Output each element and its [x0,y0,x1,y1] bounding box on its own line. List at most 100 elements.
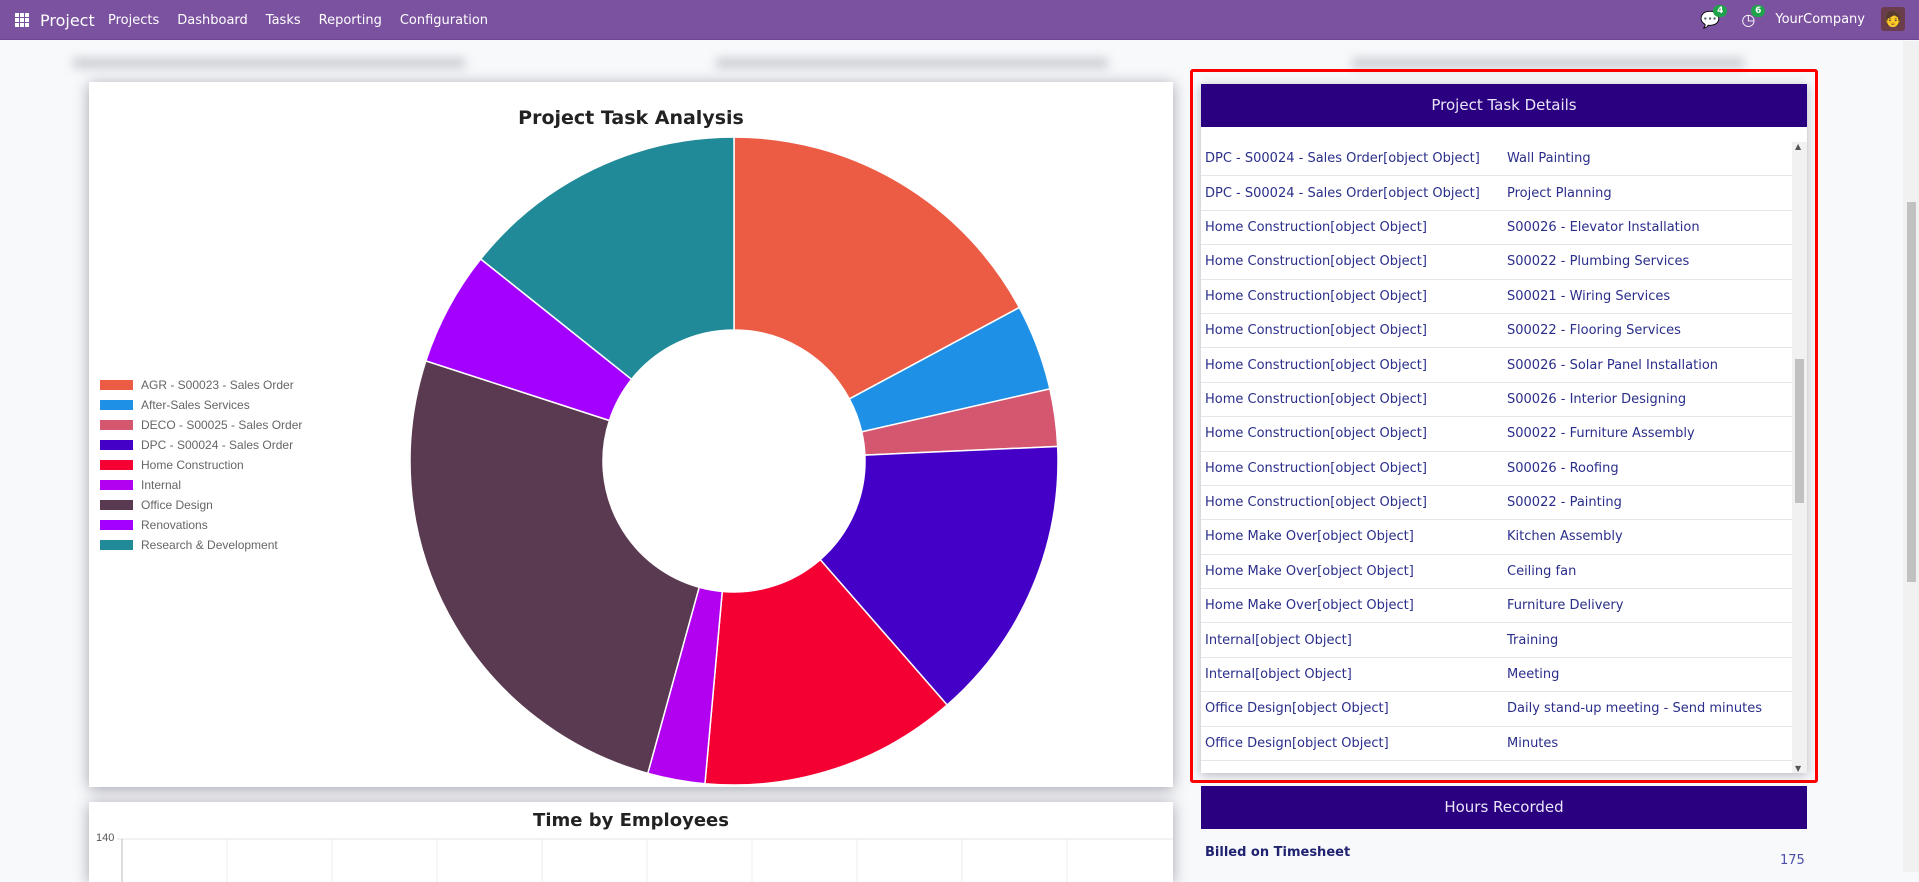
table-row[interactable]: Home Make Over[object Object] Furniture D… [1201,589,1792,624]
table-row[interactable]: Home Construction[object Object] S00022 -… [1201,245,1792,280]
legend-label: Renovations [141,518,208,532]
legend-swatch [100,480,133,490]
legend-label: Home Construction [141,458,244,472]
menu-item[interactable]: Tasks [265,13,301,28]
table-row[interactable]: Home Construction[object Object] S00021 -… [1201,280,1792,314]
menu-item[interactable]: Configuration [399,13,489,28]
table-row[interactable]: Home Construction[object Object] S00026 -… [1201,348,1792,383]
donut-slice[interactable] [733,136,1021,400]
legend-item[interactable]: Research & Development [100,535,302,555]
task-name: S00022 - Painting [1507,495,1622,511]
donut-chart [409,136,1059,786]
table-row[interactable]: Internal[object Object] Training [1201,623,1792,658]
project-task-details-panel: Project Task Details DPC - S00024 - Sale… [1201,84,1807,773]
scroll-down-icon[interactable]: ▼ [1795,764,1802,773]
menu-item[interactable]: Dashboard [177,13,248,28]
legend-label: Office Design [141,498,213,512]
legend-label: Research & Development [141,538,278,552]
legend-item[interactable]: Renovations [100,515,302,535]
hours-recorded-header: Hours Recorded [1201,786,1807,829]
project-name: Home Construction[object Object] [1205,288,1427,304]
table-row[interactable]: Home Construction[object Object] S00022 -… [1201,314,1792,349]
task-name: Kitchen Assembly [1507,529,1623,545]
legend-item[interactable]: Home Construction [100,455,302,475]
user-avatar[interactable]: 🧑 [1881,7,1905,31]
project-name: Home Make Over[object Object] [1205,563,1414,579]
y-tick-label: 140 [96,832,115,844]
legend-item[interactable]: DPC - S00024 - Sales Order [100,435,302,455]
task-name: Training [1507,632,1559,648]
messages-badge: 4 [1713,5,1728,17]
task-name: S00026 - Interior Designing [1507,391,1687,407]
scrollbar[interactable]: ▲ ▼ [1792,142,1807,773]
table-row[interactable]: Office Design[object Object] Minutes [1201,727,1792,762]
project-name: Office Design[object Object] [1205,701,1389,717]
task-name: S00026 - Roofing [1507,460,1619,476]
apps-grid-icon[interactable] [15,13,29,27]
table-row[interactable]: Home Make Over[object Object] Ceiling fan [1201,555,1792,590]
menu-item[interactable]: Reporting [318,13,382,28]
clock-icon[interactable]: ◷ 6 [1737,5,1766,30]
page-scroll-thumb[interactable] [1907,202,1916,582]
table-row[interactable]: DPC - S00024 - Sales Order[object Object… [1201,176,1792,211]
card-shadow [716,58,1108,68]
legend-swatch [100,500,133,510]
legend-label: DPC - S00024 - Sales Order [141,438,294,452]
task-name: S00022 - Flooring Services [1507,323,1681,339]
legend-label: After-Sales Services [141,398,250,412]
project-name: Home Construction[object Object] [1205,426,1427,442]
legend-swatch [100,400,133,410]
highlight-box [1190,69,1818,783]
project-task-analysis-card: Project Task Analysis AGR - S00023 - Sal… [89,82,1173,787]
task-name: S00022 - Furniture Assembly [1507,426,1695,442]
legend-item[interactable]: After-Sales Services [100,395,302,415]
legend-item[interactable]: Office Design [100,495,302,515]
donut-slice[interactable] [704,558,949,786]
table-row[interactable]: Home Construction[object Object] S00026 -… [1201,383,1792,418]
company-switcher[interactable]: YourCompany [1775,11,1865,27]
panel-title: Project Task Details [1201,84,1807,127]
table-row[interactable]: Home Construction[object Object] S00026 -… [1201,452,1792,486]
task-name: S00022 - Plumbing Services [1507,254,1690,270]
table-row[interactable]: Home Construction[object Object] S00022 -… [1201,417,1792,452]
legend-swatch [100,460,133,470]
scroll-thumb[interactable] [1795,359,1804,503]
table-row[interactable]: Home Construction[object Object] S00026 -… [1201,211,1792,246]
time-by-employees-card: Time by Employees 140 [89,802,1173,882]
table-row[interactable]: DPC - S00024 - Sales Order[object Object… [1201,142,1792,177]
donut-slice[interactable] [819,445,1059,707]
donut-slice[interactable] [409,359,701,775]
card-shadow [73,58,465,68]
legend-swatch [100,520,133,530]
scroll-up-icon[interactable]: ▲ [1795,142,1802,151]
top-navbar: Project Projects Dashboard Tasks Reporting C… [0,0,1919,40]
table-row[interactable]: Office Design[object Object] Daily stand-… [1201,692,1792,727]
task-name: Minutes [1507,735,1559,751]
task-name: Furniture Delivery [1507,598,1624,614]
legend-label: Internal [141,478,182,492]
legend-swatch [100,540,133,550]
chat-icon[interactable]: 💬 4 [1699,5,1728,30]
donut-slice[interactable] [479,136,735,381]
bar-chart-grid [117,838,1173,882]
chart-title: Project Task Analysis [518,107,744,129]
page-scrollbar[interactable] [1903,41,1919,872]
task-name: Wall Painting [1507,151,1591,167]
task-name: S00021 - Wiring Services [1507,288,1671,304]
main-menu: Projects Dashboard Tasks Reporting Configura… [108,13,488,28]
table-row[interactable]: Internal[object Object] Meeting [1201,658,1792,693]
project-name: Home Construction[object Object] [1205,357,1427,373]
menu-item[interactable]: Projects [108,13,160,28]
legend-item[interactable]: DECO - S00025 - Sales Order [100,415,302,435]
project-name: Office Design[object Object] [1205,735,1389,751]
project-name: Internal[object Object] [1205,632,1352,648]
task-name: Daily stand-up meeting - Send minutes [1507,701,1762,717]
legend-item[interactable]: AGR - S00023 - Sales Order [100,375,302,395]
table-row[interactable]: Home Make Over[object Object] Kitchen Ass… [1201,520,1792,555]
task-list: DPC - S00024 - Sales Order[object Object… [1201,142,1792,773]
app-brand[interactable]: Project [40,11,95,30]
table-row[interactable]: Home Construction[object Object] S00022 -… [1201,486,1792,521]
chart-legend: AGR - S00023 - Sales Order After-Sales Se… [100,375,302,555]
project-name: DPC - S00024 - Sales Order[object Object… [1205,185,1480,201]
legend-item[interactable]: Internal [100,475,302,495]
